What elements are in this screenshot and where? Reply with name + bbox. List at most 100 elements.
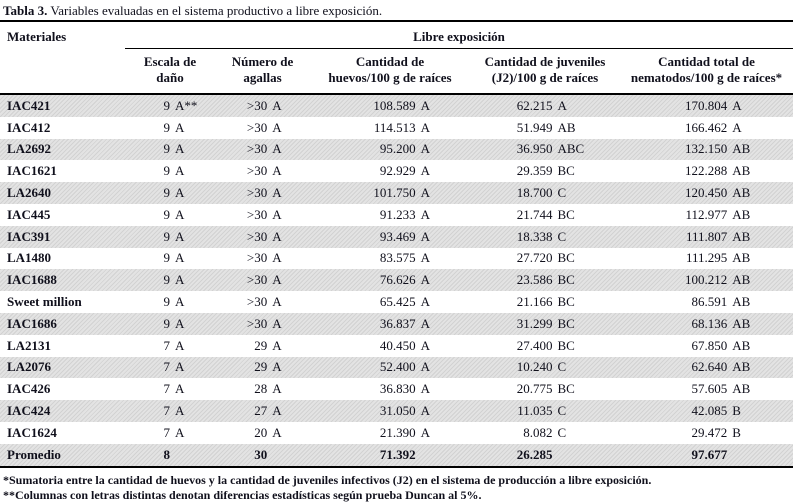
value-cell: 112.977 AB [620, 207, 793, 223]
material-cell: LA2131 [7, 337, 52, 353]
value-cell: 92.929 A [310, 163, 470, 179]
significance-letters: AB [732, 381, 751, 397]
value-number: 112.977 [685, 206, 728, 222]
value-number: 31.299 [516, 315, 553, 331]
significance-letters: A [175, 315, 185, 331]
table-row: Promedio 8 30 71.392 26.285 97.677 [0, 443, 793, 466]
value-number: 27 [254, 403, 268, 419]
value-number: 40.450 [379, 337, 416, 353]
header-line: Cantidad total de [658, 54, 755, 69]
value-number: 29.359 [516, 163, 553, 179]
value-cell: 21.166 BC [470, 294, 620, 310]
significance-letters: A [272, 424, 282, 440]
value-cell: 23.586 BC [470, 272, 620, 288]
value-cell: 18.338 C [470, 229, 620, 245]
header-line: nematodos/100 g de raíces* [630, 70, 783, 85]
significance-letters: A [420, 294, 430, 310]
value-number: 91.233 [379, 206, 416, 222]
header-line: huevos/100 g de raíces [328, 70, 452, 85]
value-cell: 68.136 AB [620, 316, 793, 332]
significance-letters: BC [557, 206, 575, 222]
material-cell: LA2692 [7, 141, 52, 157]
value-number: 9 [163, 206, 171, 222]
value-cell: 30 [215, 447, 310, 463]
value-number: 86.591 [691, 294, 728, 310]
value-cell: 166.462 A [620, 120, 793, 136]
value-cell: 52.400 A [310, 359, 470, 375]
significance-letters: A [272, 272, 282, 288]
value-cell: 97.677 [620, 447, 793, 463]
value-number: >30 [246, 294, 268, 310]
value-cell: 71.392 [310, 447, 470, 463]
significance-letters: AB [732, 359, 751, 375]
significance-letters: A [272, 337, 282, 353]
significance-letters: A [272, 250, 282, 266]
value-cell: >30 A [215, 98, 310, 114]
value-number: 30 [254, 446, 268, 462]
significance-letters: A [175, 424, 185, 440]
value-number: >30 [246, 119, 268, 135]
value-cell: 76.626 A [310, 272, 470, 288]
value-number: 7 [163, 424, 171, 440]
value-number: 21.166 [516, 294, 553, 310]
significance-letters: A [420, 185, 430, 201]
significance-letters: BC [557, 337, 575, 353]
value-number: 9 [163, 272, 171, 288]
value-number: >30 [246, 141, 268, 157]
significance-letters: BC [557, 315, 575, 331]
significance-letters: A [272, 163, 282, 179]
value-cell: 27.720 BC [470, 250, 620, 266]
significance-letters: A [420, 97, 430, 113]
value-number: 10.240 [516, 359, 553, 375]
value-number: 28 [254, 381, 268, 397]
value-number: 51.949 [516, 119, 553, 135]
header-libre-exposicion: Libre exposición [125, 22, 793, 49]
table-row: LA2076 7 A 29 A 52.400 A 10.240 C 62.640 AB [0, 356, 793, 379]
significance-letters: A [175, 185, 185, 201]
value-cell: >30 A [215, 141, 310, 157]
significance-letters: AB [557, 119, 576, 135]
table-row: IAC1688 9 A >30 A 76.626 A 23.586 BC 100.212 AB [0, 269, 793, 292]
material-cell: IAC426 [7, 381, 51, 397]
table-bottom-rule [0, 465, 793, 468]
significance-letters: A [272, 359, 282, 375]
value-cell: 21.390 A [310, 425, 470, 441]
value-cell: >30 A [215, 316, 310, 332]
significance-letters: A [175, 250, 185, 266]
subheader-spacer [0, 49, 125, 93]
value-number: 8 [163, 446, 171, 462]
value-number: 20 [254, 424, 268, 440]
significance-letters: A [175, 381, 185, 397]
value-number: 31.050 [379, 403, 416, 419]
value-number: 65.425 [379, 294, 416, 310]
significance-letters: B [732, 424, 741, 440]
value-number: 7 [163, 403, 171, 419]
significance-letters: ABC [557, 141, 585, 157]
value-number: 170.804 [685, 97, 728, 113]
significance-letters: A [272, 185, 282, 201]
value-number: >30 [246, 206, 268, 222]
value-cell: 101.750 A [310, 185, 470, 201]
significance-letters: BC [557, 381, 575, 397]
significance-letters: BC [557, 163, 575, 179]
table-row: IAC424 7 A 27 A 31.050 A 11.035 C 42.085 B [0, 400, 793, 422]
value-number: 26.285 [516, 446, 553, 462]
value-cell: >30 A [215, 294, 310, 310]
value-number: 36.837 [379, 315, 416, 331]
header-line: Cantidad de juveniles [484, 54, 606, 69]
significance-letters: BC [557, 294, 575, 310]
value-cell: 67.850 AB [620, 338, 793, 354]
value-number: 9 [163, 185, 171, 201]
value-cell: 57.605 AB [620, 381, 793, 397]
material-cell: IAC1624 [7, 424, 57, 440]
value-cell: >30 A [215, 207, 310, 223]
significance-letters: A [272, 381, 282, 397]
table-row: IAC445 9 A >30 A 91.233 A 21.744 BC 112.977 AB [0, 204, 793, 226]
table-footnotes: *Sumatoria entre la cantidad de huevos y… [0, 468, 793, 502]
